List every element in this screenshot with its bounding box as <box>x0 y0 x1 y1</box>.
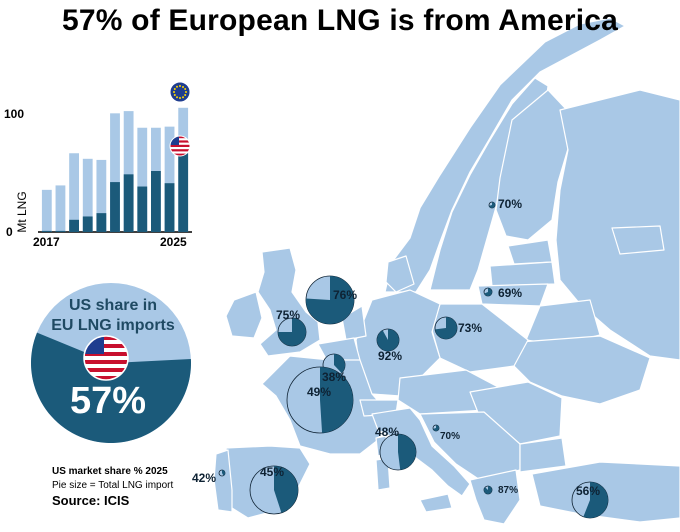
bar-total-3 <box>82 158 93 232</box>
bar-total-2 <box>69 153 79 232</box>
pie-slice-spain <box>274 465 299 513</box>
bar-us-4 <box>96 213 107 232</box>
bar-us-10 <box>178 153 189 232</box>
pie-slice-portugal <box>222 470 225 476</box>
pie-slice-belgium <box>334 354 345 374</box>
bar-us-8 <box>151 171 161 232</box>
donut-label: US share in EU LNG imports <box>46 296 180 336</box>
bar-total-9 <box>164 126 175 232</box>
page-title: 57% of European LNG is from America <box>61 4 619 37</box>
pie-slice-greece <box>484 486 492 495</box>
marker-label-ireland: 75% <box>276 308 301 322</box>
donut-label-line1: US share in <box>68 297 158 314</box>
pie-slice-lithuania <box>484 288 492 297</box>
country-greece <box>469 469 521 525</box>
pie-layer <box>218 201 609 519</box>
source-note: Source: ICIS <box>52 493 130 508</box>
y-axis-label: Mt LNG <box>15 191 29 232</box>
bar-total-1 <box>55 185 66 232</box>
land-layer <box>213 17 680 525</box>
marker-label-france: 49% <box>307 385 332 399</box>
country-ireland <box>225 291 263 339</box>
pie-slice-croatia <box>433 425 440 431</box>
marker-label-italy: 48% <box>375 425 400 439</box>
marker-label-spain: 45% <box>260 465 285 479</box>
legend-market-share: US market share % 2025 <box>52 466 168 477</box>
bar-total-7 <box>137 127 148 232</box>
marker-label-portugal: 42% <box>192 471 217 485</box>
country-denmark <box>385 255 415 293</box>
marker-label-poland: 73% <box>458 321 483 335</box>
country-norway <box>384 17 626 293</box>
lng-imports-bar-chart: Mt LNG 100 0 2017 2025 <box>4 81 192 249</box>
country-latvia <box>489 261 556 287</box>
marker-label-greece: 87% <box>498 485 519 496</box>
bar-total-4 <box>96 159 107 232</box>
pie-slice-ireland <box>278 318 306 346</box>
country-ukraine <box>511 335 651 405</box>
bar-us-9 <box>164 183 175 232</box>
legend-pie-size: Pie size = Total LNG import <box>52 480 174 491</box>
bar-total-6 <box>123 111 134 232</box>
donut-value: 57% <box>69 380 147 422</box>
bar-us-2 <box>69 219 79 232</box>
pie-slice-france <box>320 367 354 433</box>
pie-slice-poland <box>435 317 457 339</box>
bar-us-7 <box>137 186 148 232</box>
bar-us-6 <box>123 174 134 232</box>
pie-slice-turkey <box>583 482 609 518</box>
marker-label-turkey: 56% <box>576 484 601 498</box>
bar-us-3 <box>82 216 93 232</box>
marker-label-lithuania: 69% <box>498 286 523 300</box>
marker-label-uk: 76% <box>333 288 358 302</box>
bar-group <box>41 107 189 232</box>
pie-slice-germany <box>377 329 400 352</box>
pie-slice-finland <box>489 202 496 209</box>
country-finland <box>495 89 571 241</box>
eu-flag-icon <box>169 81 191 103</box>
bar-us-1 <box>55 230 66 232</box>
country-portugal <box>213 449 233 513</box>
pie-slice-italy <box>398 434 417 470</box>
bar-us-5 <box>110 182 120 232</box>
marker-label-croatia: 70% <box>440 431 461 442</box>
x-end-label: 2025 <box>160 235 187 249</box>
country-estonia <box>507 239 553 265</box>
country-bulgaria <box>519 437 567 473</box>
island-sicily <box>419 493 453 513</box>
y-tick-top: 100 <box>4 107 24 121</box>
bar-total-5 <box>110 113 120 232</box>
y-tick-bottom: 0 <box>6 225 13 239</box>
marker-label-finland: 70% <box>498 197 523 211</box>
country-iceland-edge <box>611 225 665 255</box>
marker-label-belgium: 38% <box>322 370 347 384</box>
pie-slice-united-kingdom <box>306 276 355 324</box>
x-start-label: 2017 <box>33 235 60 249</box>
marker-label-germany: 92% <box>378 349 403 363</box>
bar-total-0 <box>41 189 52 232</box>
bar-us-0 <box>41 230 52 232</box>
donut-label-line2: EU LNG imports <box>51 317 175 334</box>
us-flag-icon <box>169 135 191 157</box>
